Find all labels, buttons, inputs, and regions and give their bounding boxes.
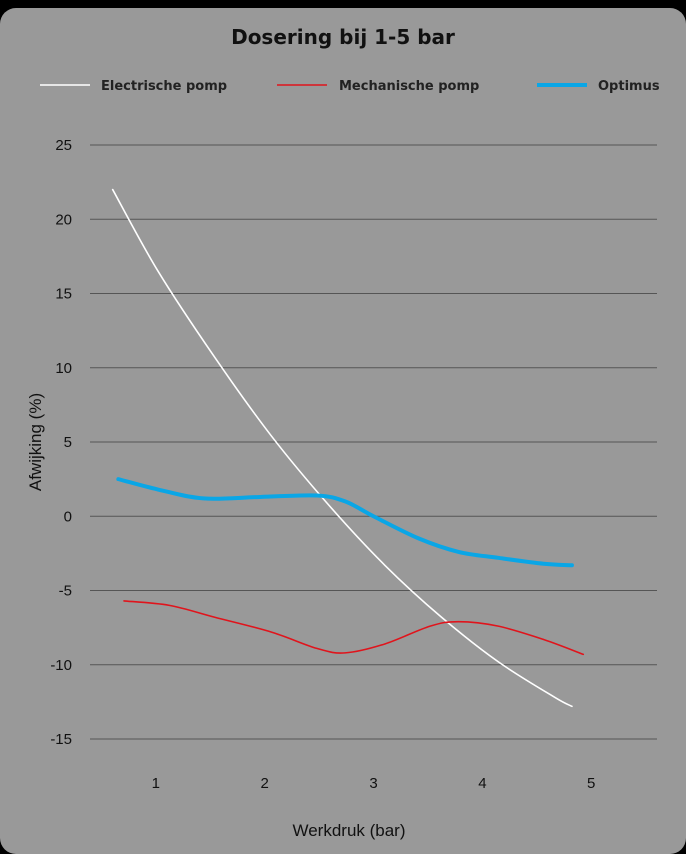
- x-tick-label: 2: [260, 775, 268, 792]
- y-tick-label: 10: [55, 360, 72, 377]
- x-tick-label: 3: [369, 775, 377, 792]
- y-axis-ticks: 25 20 15 10 5 0 -5 -10 -15: [50, 137, 72, 748]
- chart-panel: Dosering bij 1-5 bar Electrische pomp Mec…: [0, 8, 686, 854]
- y-tick-label: 5: [64, 434, 72, 451]
- series-line-2: [123, 600, 585, 656]
- y-tick-label: -10: [50, 657, 72, 674]
- x-tick-label: 5: [587, 775, 595, 792]
- legend-label: Optimus: [598, 79, 660, 94]
- legend-label: Electrische pomp: [101, 79, 227, 94]
- y-axis-label: Afwijking (%): [26, 393, 45, 491]
- series-lines: [111, 188, 585, 708]
- series-line-1: [111, 188, 573, 708]
- series-line-3: [116, 477, 574, 568]
- y-tick-label: 25: [55, 137, 72, 154]
- y-tick-label: 15: [55, 286, 72, 303]
- y-tick-label: 20: [55, 211, 72, 228]
- x-tick-label: 4: [478, 775, 486, 792]
- legend: Electrische pomp Mechanische pomp Optimus: [40, 79, 660, 94]
- x-axis-ticks: 1 2 3 4 5: [152, 775, 596, 792]
- line-chart: Dosering bij 1-5 bar Electrische pomp Mec…: [26, 25, 660, 840]
- x-tick-label: 1: [152, 775, 160, 792]
- y-tick-label: -5: [59, 583, 72, 600]
- chart-title: Dosering bij 1-5 bar: [231, 25, 455, 49]
- x-axis-label: Werkdruk (bar): [292, 821, 405, 840]
- legend-label: Mechanische pomp: [339, 79, 479, 94]
- y-tick-label: -15: [50, 731, 72, 748]
- y-tick-label: 0: [64, 508, 72, 525]
